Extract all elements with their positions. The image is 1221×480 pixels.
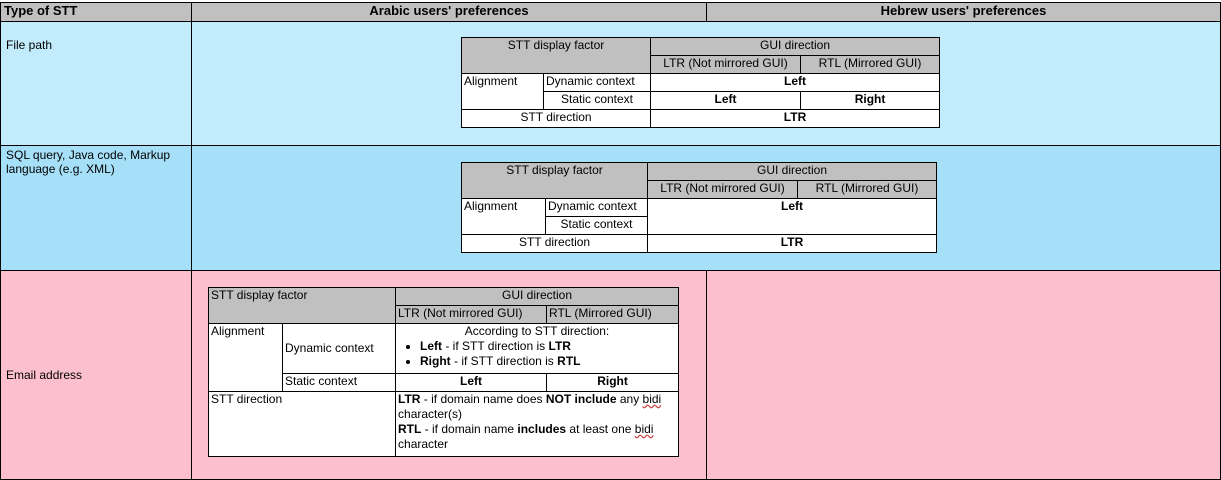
bold-text: LTR: [398, 392, 421, 406]
misspelled-word: bidi: [642, 392, 662, 406]
bold-text: Right: [420, 354, 451, 368]
row-file-type: File path: [0, 21, 192, 146]
static-label: Static context: [281, 373, 397, 392]
gui-header: GUI direction: [395, 287, 680, 306]
header-hebrew: Hebrew users' preferences: [706, 2, 1221, 22]
static-ltr-value: Left: [650, 91, 802, 110]
row-email-type: Email address: [0, 270, 192, 480]
direction-rtl-rule: RTL - if domain name includes at least o…: [398, 422, 676, 452]
file-path-table: STT display factor GUI direction LTR (Not…: [460, 37, 941, 128]
text: - if domain name: [421, 422, 518, 436]
row-sql-type: SQL query, Java code, Markup language (e…: [0, 145, 192, 271]
text: at least one: [566, 422, 635, 436]
ltr-header: LTR (Not mirrored GUI): [395, 305, 548, 324]
bold-text: Left: [420, 339, 443, 353]
dynamic-label: Dynamic context: [281, 323, 397, 374]
text: character: [398, 437, 449, 451]
email-table: STT display factor GUI direction LTR (Not…: [207, 287, 680, 457]
static-rtl-value: Right: [800, 91, 941, 110]
bold-text: LTR: [548, 339, 571, 353]
direction-label: STT direction: [460, 234, 649, 253]
static-label: Static context: [542, 91, 652, 110]
rtl-header: RTL (Mirrored GUI): [546, 305, 680, 324]
text: - if domain name does: [420, 392, 546, 406]
text: - if STT direction is: [442, 339, 549, 353]
rtl-header: RTL (Mirrored GUI): [800, 55, 941, 74]
sql-table: STT display factor GUI direction LTR (Not…: [460, 162, 938, 253]
bullet-right: Right - if STT direction is RTL: [420, 354, 676, 369]
alignment-label: Alignment: [208, 323, 283, 392]
direction-value: LTR: [650, 109, 941, 128]
dynamic-label: Dynamic context: [542, 73, 652, 92]
bold-text: RTL: [398, 422, 422, 436]
row-email-hebrew: [706, 270, 1221, 480]
alignment-label: Alignment: [461, 73, 544, 110]
ltr-header: LTR (Not mirrored GUI): [647, 180, 799, 199]
dynamic-value: Left: [650, 73, 941, 92]
factor-header: STT display factor: [207, 287, 397, 324]
rtl-header: RTL (Mirrored GUI): [797, 180, 938, 199]
alignment-value: Left: [647, 198, 938, 235]
header-arabic: Arabic users' preferences: [191, 2, 707, 22]
misspelled-word: bidi: [634, 422, 654, 436]
direction-label: STT direction: [460, 109, 652, 128]
ltr-header: LTR (Not mirrored GUI): [650, 55, 802, 74]
text: any: [616, 392, 643, 406]
factor-header: STT display factor: [460, 37, 652, 74]
text: - if STT direction is: [450, 354, 558, 368]
direction-value: LTR: [647, 234, 938, 253]
static-ltr-value: Left: [395, 373, 548, 392]
header-type: Type of STT: [0, 2, 192, 22]
static-rtl-value: Right: [546, 373, 680, 392]
dynamic-value: According to STT direction: Left - if ST…: [395, 323, 680, 374]
factor-header: STT display factor: [460, 162, 649, 199]
static-label: Static context: [544, 216, 649, 235]
bold-text: includes: [517, 422, 567, 436]
direction-value: LTR - if domain name does NOT include an…: [395, 391, 680, 457]
gui-header: GUI direction: [650, 37, 941, 56]
dynamic-label: Dynamic context: [544, 198, 649, 217]
alignment-label: Alignment: [461, 198, 546, 235]
bullet-left: Left - if STT direction is LTR: [420, 339, 676, 354]
bold-text: NOT include: [545, 392, 617, 406]
dynamic-intro: According to STT direction:: [464, 324, 610, 338]
dynamic-bullets: Left - if STT direction is LTR Right - i…: [398, 339, 676, 369]
bold-text: RTL: [557, 354, 581, 368]
direction-ltr-rule: LTR - if domain name does NOT include an…: [398, 392, 676, 422]
gui-header: GUI direction: [647, 162, 938, 181]
direction-label: STT direction: [207, 391, 397, 457]
text: character(s): [398, 407, 463, 421]
